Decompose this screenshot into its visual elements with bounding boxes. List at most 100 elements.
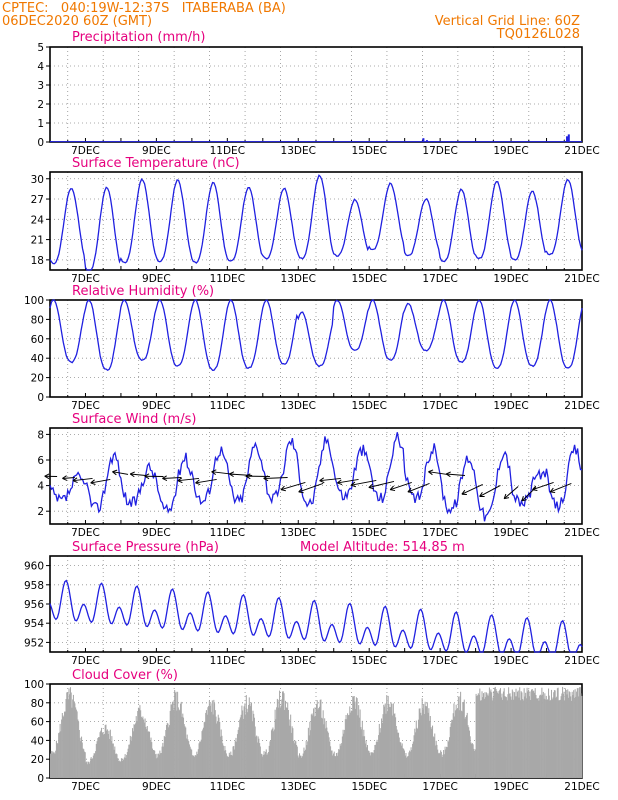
- cloud-bar: [432, 725, 434, 778]
- cloud-bar: [75, 709, 77, 778]
- cloud-bar: [504, 696, 506, 778]
- cloud-bar: [313, 708, 315, 778]
- cloud-bar: [387, 695, 389, 778]
- cloud-bar: [129, 735, 131, 778]
- cloud-bar: [284, 710, 286, 778]
- cloud-bar: [378, 735, 380, 778]
- cloud-bar: [209, 705, 211, 778]
- cloud-bar: [305, 741, 307, 778]
- cloud-bar: [117, 760, 120, 778]
- cloud-bar: [85, 762, 87, 778]
- rh-title: Relative Humidity (%): [72, 284, 214, 299]
- cloud-bar: [403, 748, 405, 778]
- cloud-bar: [231, 755, 233, 778]
- cloud-bar: [194, 756, 196, 778]
- cloud-bar: [304, 751, 306, 778]
- cloud-bar: [332, 755, 334, 778]
- cloud-bar: [92, 758, 94, 778]
- cloud-bar: [282, 691, 284, 778]
- cloud-bar: [242, 710, 244, 778]
- cloud-bar: [508, 687, 510, 778]
- cloud-bar: [83, 751, 86, 778]
- cloud-bar: [353, 696, 355, 778]
- cloud-bar: [520, 691, 522, 778]
- cloud-bar: [335, 756, 337, 778]
- cloud-bar: [398, 732, 400, 778]
- cloud-bar: [288, 719, 290, 778]
- cloud-bar: [228, 752, 230, 778]
- cloud-bar: [337, 752, 339, 778]
- wind-arrow: [479, 484, 501, 497]
- header-date: 06DEC2020 60Z (GMT): [2, 14, 152, 29]
- cloud-bar: [503, 688, 505, 778]
- cloud-bar: [488, 695, 490, 778]
- cloud-bar: [448, 741, 450, 778]
- cloud-bar: [104, 725, 106, 778]
- cloud-bar: [540, 695, 542, 778]
- cloud-bar: [408, 752, 410, 778]
- wind-title: Surface Wind (m/s): [72, 412, 196, 427]
- rh-xtick-label: 15DEC: [351, 400, 386, 412]
- cloud-bar: [530, 700, 532, 778]
- cloud-bar: [333, 751, 335, 778]
- cloud-bar: [54, 753, 56, 778]
- cloud-bar: [423, 704, 425, 778]
- cloud-bar: [125, 757, 127, 778]
- cloud-bar: [412, 741, 414, 778]
- pressure-xtick-label: 11DEC: [210, 655, 245, 667]
- cloud-bar: [443, 750, 445, 778]
- cloud-bar: [529, 691, 531, 778]
- cloud-bar: [194, 755, 196, 778]
- cloud-bar: [432, 736, 434, 778]
- cloud-bar: [417, 728, 419, 778]
- cloud-bar: [236, 741, 238, 778]
- wind-arrow-head: [461, 489, 467, 495]
- cloud-bar: [299, 753, 301, 778]
- cloud-bar: [318, 706, 320, 778]
- cloud-bar: [538, 700, 540, 778]
- cloud-bar: [551, 699, 553, 778]
- cloud-bar: [363, 729, 365, 778]
- cloud-bar: [522, 700, 524, 778]
- cloud-bar: [192, 755, 194, 778]
- cloud-bar: [195, 755, 197, 778]
- cloud-bar: [539, 694, 541, 778]
- cloud-bar: [270, 730, 272, 778]
- cloud-bar: [183, 724, 185, 778]
- cloud-bar: [177, 691, 179, 778]
- cloud-bar: [456, 709, 458, 778]
- cloud-bar: [149, 731, 151, 778]
- wind-xtick-label: 11DEC: [210, 527, 245, 539]
- cloud-bar: [285, 707, 287, 778]
- cloud-bar: [441, 757, 443, 778]
- pressure-ytick-label: 960: [24, 561, 44, 573]
- cloud-bar: [95, 751, 97, 778]
- cloud-bar: [101, 732, 103, 778]
- precip-xtick-label: 13DEC: [281, 145, 316, 157]
- cloud-bar: [342, 729, 344, 778]
- cloud-bar: [383, 704, 385, 778]
- cloud-bar: [440, 750, 442, 778]
- cloud-bar: [306, 745, 308, 778]
- cloud-bar: [293, 743, 295, 778]
- cloud-bar: [335, 753, 337, 778]
- cloud-bar: [516, 696, 518, 778]
- cloud-bar: [328, 737, 330, 778]
- cloud-bar: [344, 719, 346, 778]
- cloud-bar: [519, 687, 521, 778]
- cloud-bar: [287, 702, 289, 778]
- cloud-bar: [124, 754, 126, 778]
- wind-ytick-label: 2: [37, 506, 44, 518]
- cloud-bar: [327, 732, 329, 778]
- cloud-bar: [301, 757, 303, 778]
- wind-arrow: [337, 478, 359, 484]
- wind-arrow-head: [319, 477, 325, 484]
- cloud-bar: [50, 753, 52, 778]
- wind-ytick-label: 8: [37, 429, 44, 441]
- cloud-bar: [321, 717, 323, 778]
- cloud-bar: [474, 749, 476, 778]
- cloud-bar: [271, 728, 273, 778]
- cloud-bar: [420, 715, 422, 778]
- cloud-bar: [355, 708, 357, 778]
- cloud-bar: [134, 723, 137, 778]
